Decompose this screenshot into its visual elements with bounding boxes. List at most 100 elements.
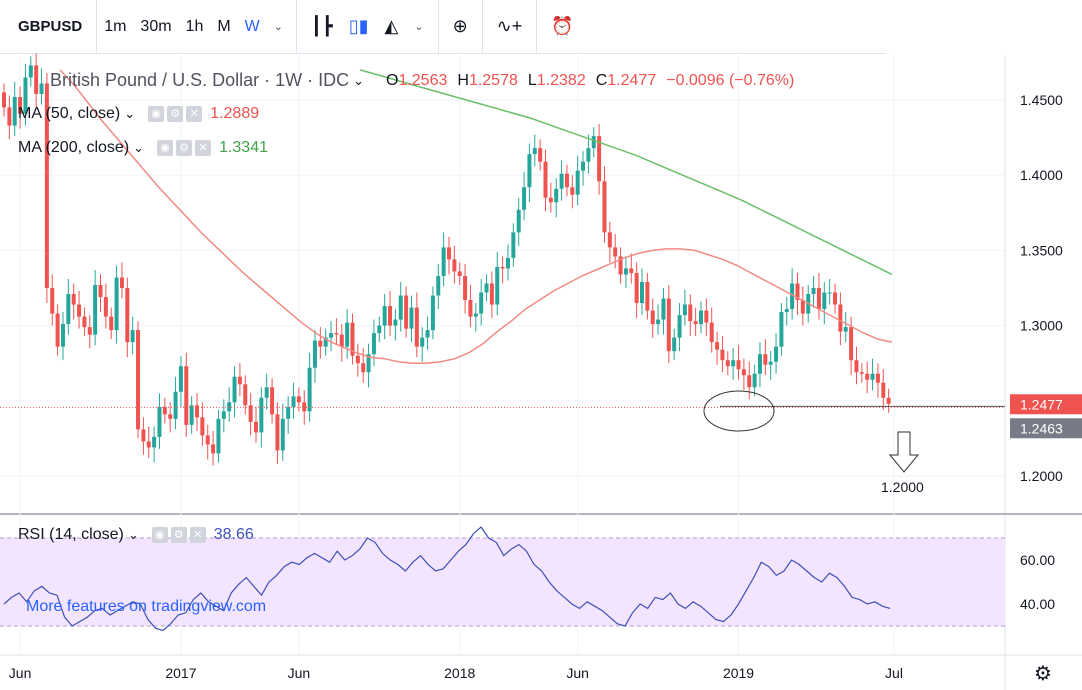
candle — [495, 266, 500, 305]
gear-icon[interactable]: ⚙ — [167, 106, 184, 122]
close-label: C — [595, 71, 608, 89]
candle — [221, 411, 226, 419]
chevron-down-icon[interactable]: ⌄ — [353, 72, 364, 88]
candle — [109, 316, 114, 331]
candle — [366, 354, 371, 373]
area-style-icon[interactable]: ◭ — [384, 16, 399, 36]
candle — [291, 396, 296, 407]
toolbar-divider — [296, 0, 297, 54]
gear-icon[interactable]: ⚙ — [170, 527, 187, 543]
chart-title[interactable]: British Pound / U.S. Dollar · 1W · IDC — [50, 70, 350, 90]
timeframe-1h[interactable]: 1h — [185, 17, 204, 35]
candle — [763, 354, 768, 365]
close-icon[interactable]: ✕ — [186, 106, 203, 122]
time-tick-label: 2019 — [723, 665, 754, 681]
candle — [597, 136, 602, 182]
settings-gear-icon[interactable]: ⚙ — [1034, 661, 1052, 685]
ma50-value: 1.2889 — [210, 105, 260, 122]
candle — [361, 363, 366, 373]
chevron-down-icon[interactable]: ⌄ — [127, 527, 139, 542]
candle — [731, 360, 736, 367]
price-tick-label: 1.3500 — [1020, 242, 1063, 258]
candle — [816, 288, 821, 310]
candle — [656, 319, 661, 325]
candle — [162, 406, 167, 415]
candle — [248, 405, 253, 422]
candle — [23, 77, 28, 114]
candle — [613, 247, 618, 257]
candle — [441, 247, 446, 276]
timeframe-30m[interactable]: 30m — [140, 17, 172, 35]
candle — [859, 372, 864, 374]
bar-style-icon[interactable]: ┃┣ — [311, 16, 333, 36]
time-tick-label: Jun — [288, 665, 311, 681]
candle — [484, 283, 489, 293]
rsi-legend[interactable]: RSI (14, close) ⌄ ◉ ⚙ ✕ 38.66 — [18, 526, 254, 544]
watermark-link[interactable]: More features on tradingview.com — [26, 598, 267, 615]
candle — [779, 312, 784, 347]
indicators-icon[interactable]: ∿+ — [496, 16, 523, 36]
candle — [709, 322, 714, 343]
timeframe-week[interactable]: W — [244, 17, 260, 35]
eye-icon[interactable]: ◉ — [148, 106, 165, 122]
candle — [833, 292, 838, 305]
timeframe-month[interactable]: M — [217, 17, 231, 35]
eye-icon[interactable]: ◉ — [151, 527, 168, 543]
candle — [527, 154, 532, 188]
candle — [715, 342, 720, 350]
candle — [602, 181, 607, 233]
candle — [318, 340, 323, 347]
candle — [650, 310, 655, 325]
chevron-down-icon[interactable]: ⌄ — [124, 106, 136, 121]
candle — [270, 387, 275, 415]
candle — [511, 232, 516, 258]
candle — [152, 436, 157, 448]
candle — [130, 330, 135, 343]
candle — [146, 441, 151, 448]
ma200-legend[interactable]: MA (200, close) ⌄ ◉ ⚙ ✕ 1.3341 — [18, 139, 268, 157]
time-tick-label: 2017 — [165, 665, 196, 681]
close-icon[interactable]: ✕ — [189, 527, 206, 543]
toolbar-divider — [437, 0, 439, 54]
candle — [77, 304, 82, 317]
candle — [350, 322, 355, 356]
candle — [195, 405, 200, 418]
alert-icon[interactable]: ⏰ — [551, 16, 574, 36]
candle — [586, 148, 591, 162]
ma50-line — [59, 69, 893, 364]
candle — [259, 397, 264, 433]
chevron-down-icon[interactable]: ⌄ — [273, 21, 283, 33]
candle — [811, 288, 816, 295]
gear-icon[interactable]: ⚙ — [176, 140, 193, 156]
time-tick-label: Jun — [566, 665, 589, 681]
eye-icon[interactable]: ◉ — [157, 140, 174, 156]
style-menu-chevron-icon[interactable]: ⌄ — [414, 21, 424, 33]
candle — [28, 65, 33, 78]
low-label: L — [527, 71, 537, 89]
candle-style-icon[interactable]: ▯▮ — [348, 16, 369, 36]
candle — [447, 247, 451, 260]
candle — [870, 373, 875, 380]
add-compare-icon[interactable]: ⊕ — [452, 16, 468, 36]
symbol-search[interactable]: GBPUSD — [0, 0, 98, 54]
open-label: O — [385, 71, 399, 89]
timeframe-1m[interactable]: 1m — [104, 17, 127, 35]
candle — [575, 170, 580, 195]
candle — [666, 298, 671, 352]
candle — [752, 373, 757, 388]
candle — [296, 396, 301, 403]
candle — [205, 435, 210, 445]
candle — [468, 300, 473, 317]
rsi-tick-label: 40.00 — [1020, 596, 1055, 612]
candle — [682, 304, 687, 316]
candle — [60, 324, 65, 347]
candle — [886, 397, 891, 404]
candle — [409, 307, 414, 329]
ma50-legend[interactable]: MA (50, close) ⌄ ◉ ⚙ ✕ 1.2889 — [18, 105, 259, 123]
close-icon[interactable]: ✕ — [195, 140, 212, 156]
candle — [173, 391, 178, 419]
candle — [414, 307, 419, 347]
chevron-down-icon[interactable]: ⌄ — [133, 140, 145, 155]
high-label: H — [457, 71, 469, 89]
